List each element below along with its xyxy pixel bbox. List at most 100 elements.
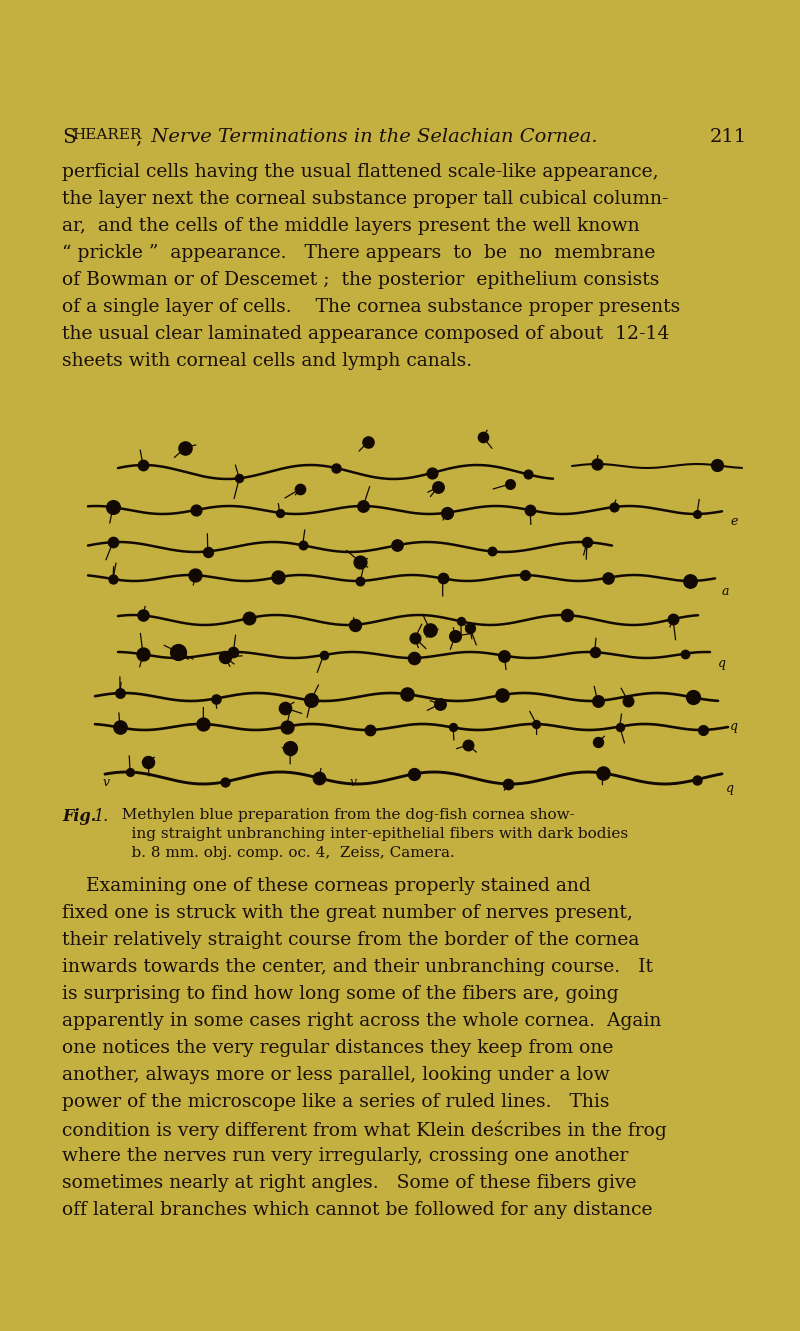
Text: Methylen blue preparation from the dog-fish cornea show-: Methylen blue preparation from the dog-f… xyxy=(112,808,574,823)
Text: the usual clear laminated appearance composed of about  12-14: the usual clear laminated appearance com… xyxy=(62,325,670,343)
Point xyxy=(137,454,150,475)
Point xyxy=(530,713,543,735)
Text: q: q xyxy=(730,720,738,733)
Point xyxy=(189,564,202,586)
Point xyxy=(522,463,534,484)
Text: of a single layer of cells.    The cornea substance proper presents: of a single layer of cells. The cornea s… xyxy=(62,298,680,315)
Text: inwards towards the center, and their unbranching course.   It: inwards towards the center, and their un… xyxy=(62,958,653,976)
Text: the layer next the corneal substance proper tall cubical column-: the layer next the corneal substance pro… xyxy=(62,190,669,208)
Point xyxy=(271,567,284,588)
Point xyxy=(622,691,634,712)
Point xyxy=(486,540,498,562)
Text: Fig.: Fig. xyxy=(62,808,96,825)
Point xyxy=(590,454,603,475)
Point xyxy=(354,551,366,572)
Text: where the nerves run very irregularly, crossing one another: where the nerves run very irregularly, c… xyxy=(62,1147,628,1165)
Point xyxy=(362,431,374,453)
Point xyxy=(123,761,136,783)
Point xyxy=(178,438,191,459)
Point xyxy=(440,502,453,523)
Text: power of the microscope like a series of ruled lines.   This: power of the microscope like a series of… xyxy=(62,1093,610,1111)
Point xyxy=(218,647,231,668)
Point xyxy=(462,735,474,756)
Text: v: v xyxy=(350,776,357,789)
Point xyxy=(436,568,449,590)
Text: q: q xyxy=(718,658,726,669)
Point xyxy=(114,717,126,739)
Point xyxy=(305,689,318,711)
Point xyxy=(329,457,342,478)
Point xyxy=(678,643,691,664)
Point xyxy=(596,763,609,784)
Text: “ prickle ”  appearance.   There appears  to  be  no  membrane: “ prickle ” appearance. There appears to… xyxy=(62,244,655,262)
Text: 211: 211 xyxy=(710,128,747,146)
Point xyxy=(592,731,605,752)
Point xyxy=(477,426,490,447)
Point xyxy=(313,767,326,788)
Text: q: q xyxy=(726,783,734,795)
Point xyxy=(349,614,362,635)
Point xyxy=(142,752,154,773)
Point xyxy=(106,531,119,552)
Text: fixed one is struck with the great number of nerves present,: fixed one is struck with the great numbe… xyxy=(62,904,633,922)
Point xyxy=(218,771,231,792)
Text: condition is very different from what Klein deścribes in the frog: condition is very different from what Kl… xyxy=(62,1119,666,1139)
Point xyxy=(607,496,620,518)
Point xyxy=(666,608,679,630)
Point xyxy=(588,642,601,663)
Point xyxy=(524,499,537,520)
Point xyxy=(504,474,517,495)
Point xyxy=(171,642,184,663)
Point xyxy=(449,626,462,647)
Point xyxy=(434,693,446,715)
Point xyxy=(502,773,514,795)
Point xyxy=(280,716,293,737)
Point xyxy=(114,683,126,704)
Text: b. 8 mm. obj. comp. oc. 4,  Zeiss, Camera.: b. 8 mm. obj. comp. oc. 4, Zeiss, Camera… xyxy=(112,847,454,860)
Point xyxy=(391,535,404,556)
Text: HEARER: HEARER xyxy=(72,128,142,142)
Point xyxy=(464,618,477,639)
Point xyxy=(710,455,723,476)
Point xyxy=(407,647,421,668)
Point xyxy=(202,540,214,562)
Point xyxy=(400,683,413,704)
Text: ar,  and the cells of the middle layers present the well known: ar, and the cells of the middle layers p… xyxy=(62,217,640,236)
Point xyxy=(197,713,210,735)
Point xyxy=(496,684,509,705)
Text: is surprising to find how long some of the fibers are, going: is surprising to find how long some of t… xyxy=(62,985,618,1004)
Point xyxy=(518,564,531,586)
Point xyxy=(498,646,510,667)
Point xyxy=(106,496,119,518)
Point xyxy=(454,611,467,632)
Text: sometimes nearly at right angles.   Some of these fibers give: sometimes nearly at right angles. Some o… xyxy=(62,1174,637,1193)
Point xyxy=(357,495,370,516)
Point xyxy=(274,502,286,523)
Point xyxy=(407,764,420,785)
Point xyxy=(683,571,696,592)
Point xyxy=(283,737,296,759)
Point xyxy=(318,644,330,666)
Point xyxy=(601,567,614,588)
Text: their relatively straight course from the border of the cornea: their relatively straight course from th… xyxy=(62,930,639,949)
Text: sheets with corneal cells and lymph canals.: sheets with corneal cells and lymph cana… xyxy=(62,351,472,370)
Point xyxy=(106,568,119,590)
Point xyxy=(426,462,438,483)
Text: apparently in some cases right across the whole cornea.  Again: apparently in some cases right across th… xyxy=(62,1012,662,1030)
Point xyxy=(690,769,703,791)
Point xyxy=(209,688,222,709)
Point xyxy=(137,604,150,626)
Text: v: v xyxy=(103,776,110,789)
Point xyxy=(242,607,255,628)
Text: perficial cells having the usual flattened scale-like appearance,: perficial cells having the usual flatten… xyxy=(62,162,658,181)
Text: S: S xyxy=(62,128,76,146)
Point xyxy=(690,503,703,524)
Text: ,: , xyxy=(135,128,142,146)
Text: another, always more or less parallel, looking under a low: another, always more or less parallel, l… xyxy=(62,1066,610,1083)
Point xyxy=(296,535,309,556)
Point xyxy=(581,531,594,552)
Point xyxy=(432,476,445,498)
Text: e: e xyxy=(730,515,738,528)
Point xyxy=(294,478,306,499)
Text: 1.: 1. xyxy=(94,808,110,825)
